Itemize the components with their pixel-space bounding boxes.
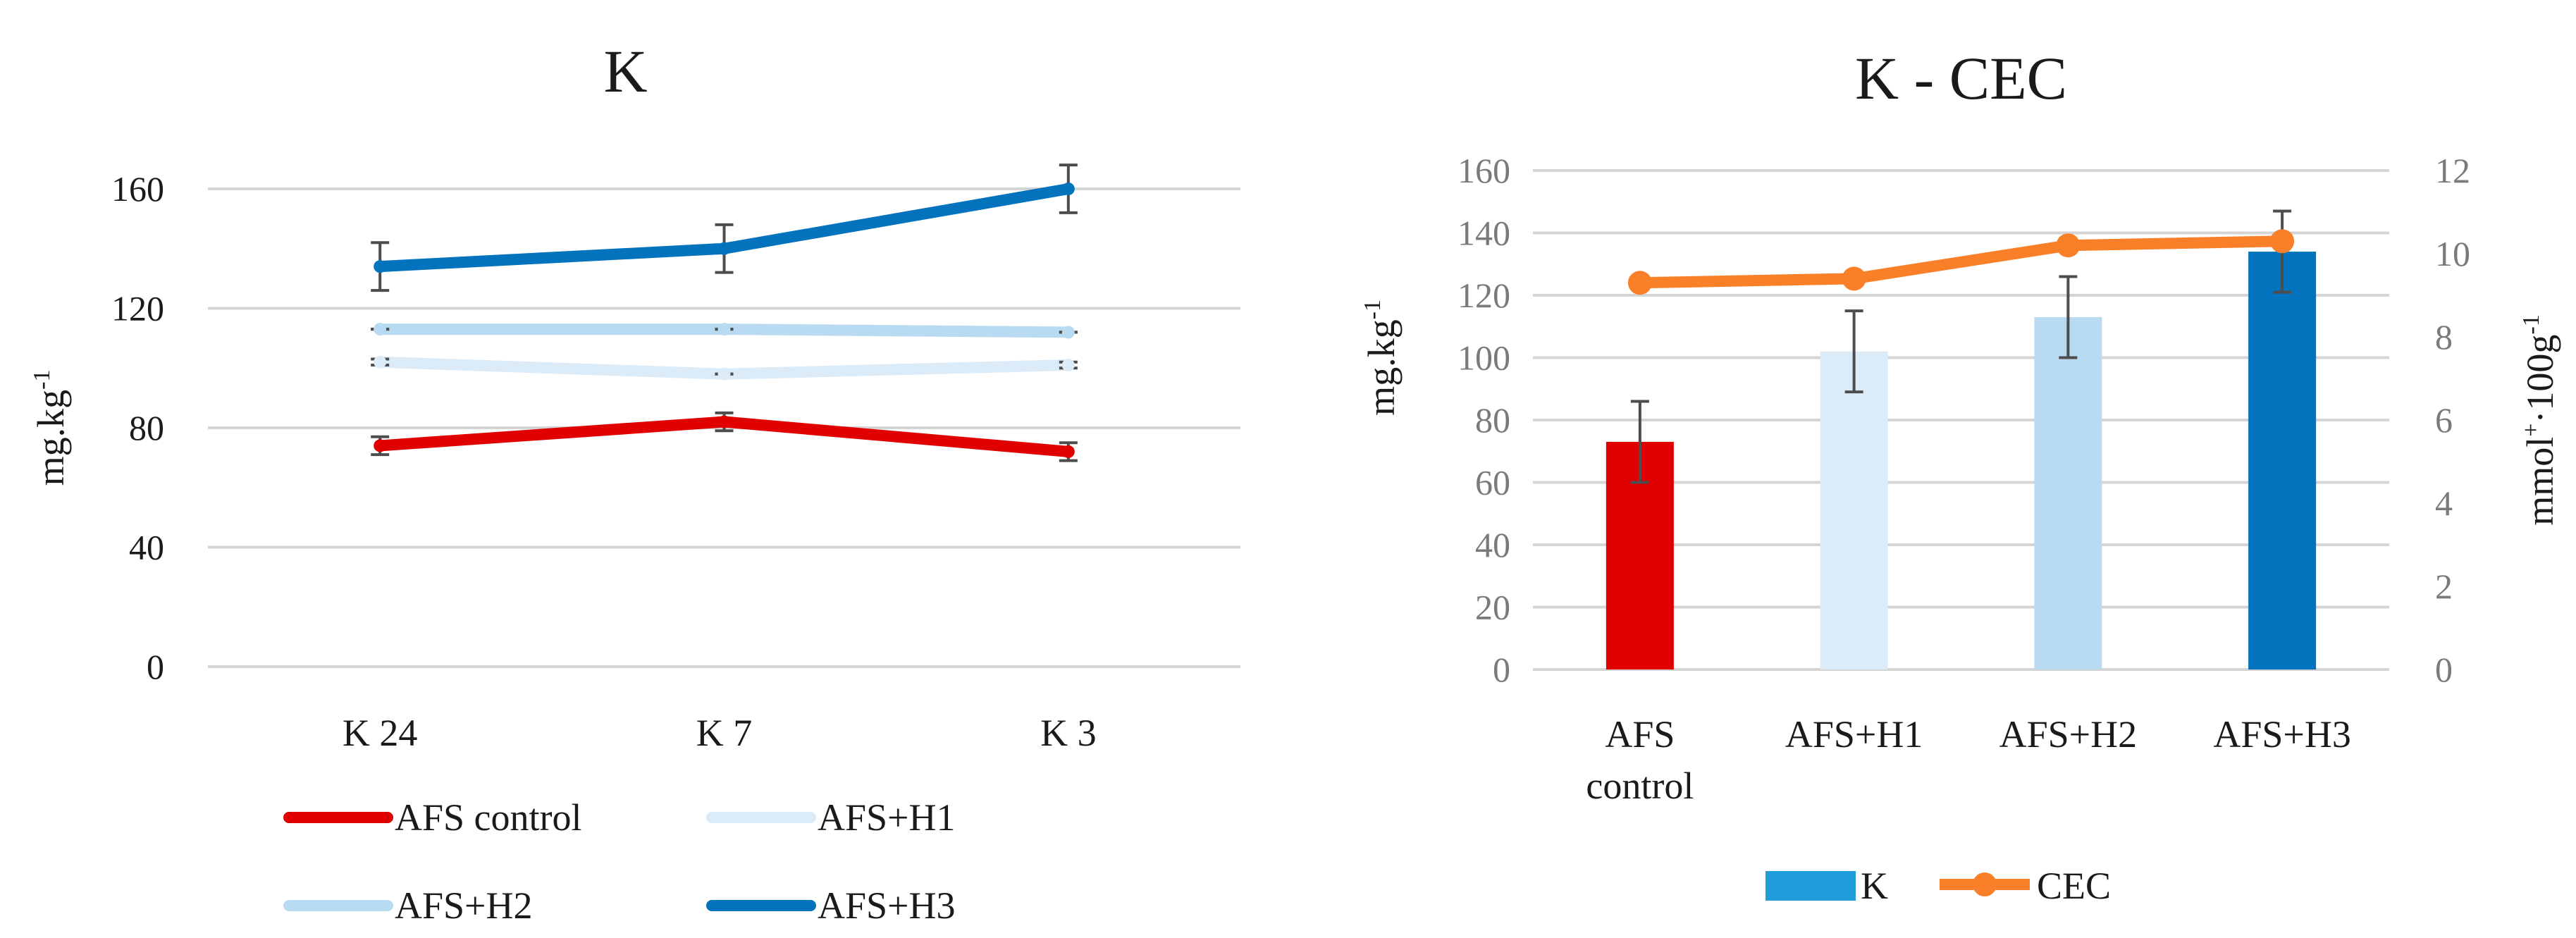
y-tick-label: 120 [111,289,164,328]
y2-tick-label: 12 [2435,151,2470,190]
y2-tick-label: 10 [2435,234,2470,273]
data-point [374,355,387,369]
chart-title: K - CEC [1855,44,2067,112]
y-tick-label: 20 [1475,588,1510,627]
y-tick-label: 80 [1475,400,1510,440]
legend-label: AFS+H1 [818,796,956,839]
legend-item-2: AFS+H2 [283,884,533,927]
bar-2 [2034,316,2102,669]
legend-item-1: AFS+H1 [706,796,956,839]
legend-label: AFS+H3 [818,884,956,927]
y-axis-label: mg.kg-1 [29,370,72,486]
x-tick-label: AFS control [1586,713,1694,807]
data-point [374,260,387,273]
y-tick-label: 160 [1458,151,1510,190]
line-chart-k: K 0 40 80 120 160 K 24 K 7 K 3 mg.kg-1 AFS control… [29,37,1240,927]
data-point [717,242,731,255]
y2-tick-label: 4 [2435,483,2453,523]
x-tick-label: AFS+H2 [1999,713,2138,755]
data-point [1061,326,1075,339]
y-tick-label: 40 [1475,525,1510,564]
x-tick-label: AFS+H3 [2213,713,2351,755]
data-point [1061,183,1075,195]
y-tick-label: 40 [129,528,164,567]
legend-label: K [1861,865,1888,907]
data-point [717,323,731,336]
cec-point [1842,266,1866,291]
data-point [374,323,387,336]
y2-axis-label: mmol+·100g-1 [2518,314,2561,526]
data-point [1061,445,1075,458]
bar-3 [2248,252,2317,669]
cec-point [2270,229,2295,254]
legend-item-0: AFS control [283,796,582,839]
y2-tick-label: 6 [2435,400,2453,440]
y-tick-label: 120 [1458,276,1510,315]
x-tick-label: K 7 [696,712,753,754]
data-point [374,439,387,452]
y-tick-label: 100 [1458,338,1510,378]
legend-item-cec: CEC [1940,865,2111,907]
error-bar [1844,309,1863,394]
bar-1 [1820,351,1888,669]
legend-label: AFS+H2 [395,884,533,927]
y-tick-label: 140 [1458,214,1510,253]
cec-point [2056,233,2081,258]
data-point [1061,359,1075,372]
x-tick-label: K 3 [1040,712,1097,754]
y2-tick-label: 8 [2435,317,2453,357]
legend-marker [1973,872,1997,896]
y2-tick-label: 0 [2435,650,2453,689]
bar-chart-k-cec: K - CEC 0 20 40 60 80 100 120 140 160 0 2 4 6 8 10 12 mg.… [1360,44,2561,907]
chart-title: K [603,37,647,105]
y2-tick-label: 2 [2435,567,2453,606]
legend-swatch [1765,871,1856,901]
y-axis-label: mg.kg-1 [1360,300,1403,416]
y-tick-label: 0 [1493,650,1510,689]
y-tick-label: 0 [147,647,164,686]
y-tick-label: 60 [1475,463,1510,502]
error-bar [1630,400,1649,484]
legend-label: CEC [2037,865,2111,907]
y-tick-label: 80 [129,408,164,448]
cec-point [1627,271,1652,295]
error-bar [2059,275,2078,359]
x-tick-label: K 24 [343,712,418,754]
legend-item-k: K [1765,865,1888,907]
data-point [717,415,731,428]
data-point [717,367,731,381]
legend-label: AFS control [395,796,582,839]
x-tick-label: AFS+H1 [1785,713,1923,755]
legend-item-3: AFS+H3 [706,884,956,927]
cec-line [1634,235,2288,289]
y-tick-label: 160 [111,169,164,209]
